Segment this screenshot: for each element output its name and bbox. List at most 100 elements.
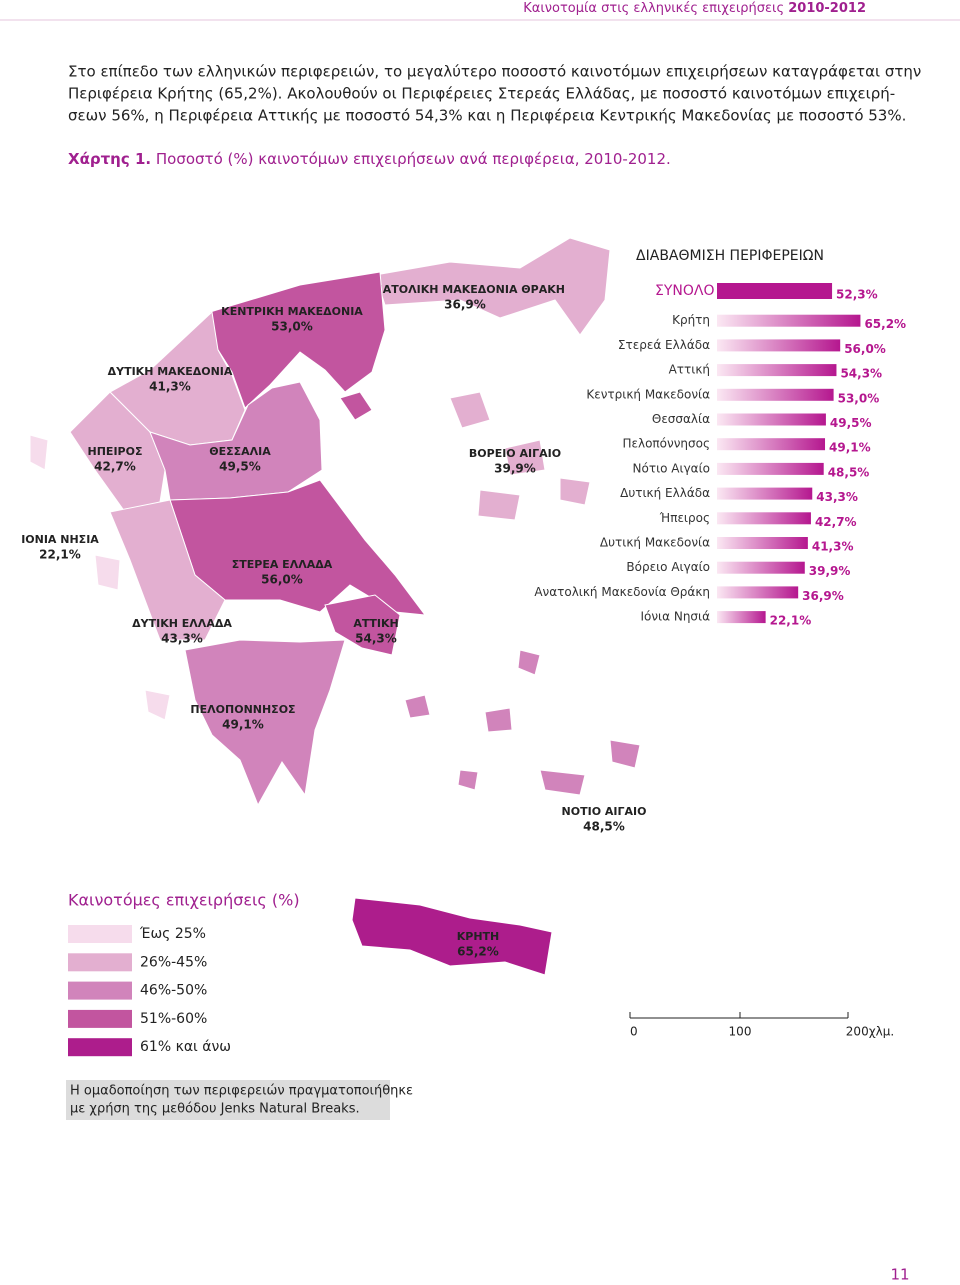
- region-name: ΙΟΝΙΑ ΝΗΣΙΑ: [21, 533, 99, 546]
- region-shape: [184, 639, 346, 807]
- region-value: 39,9%: [494, 462, 536, 476]
- category-label: Θεσσαλία: [652, 412, 710, 426]
- category-label: Ιόνια Νησιά: [640, 610, 710, 624]
- legend-label: 46%-50%: [140, 983, 207, 999]
- region-shape: [504, 439, 546, 476]
- category-label: Πελοπόννησος: [622, 437, 710, 451]
- region-value: 49,5%: [219, 460, 261, 474]
- region-shape: [144, 689, 171, 721]
- map: ΑΝΑΤΟΛΙΚΗ ΜΑΚΕΔΟΝΙΑ ΘΡΑΚΗ 36,9% ΚΕΝΤΡΙΚΗ Μ…: [21, 237, 647, 976]
- value-label: 56,0%: [844, 342, 886, 356]
- body-line: σεων 56%, η Περιφέρεια Αττικής με ποσοστ…: [68, 107, 906, 125]
- bar: [717, 586, 799, 599]
- region-shape: [324, 594, 401, 656]
- region-name: ΣΤΕΡΕΑ ΕΛΛΑΔΑ: [232, 558, 333, 571]
- value-label: 65,2%: [864, 317, 906, 331]
- region-name: ΚΕΝΤΡΙΚΗ ΜΑΚΕΔΟΝΙΑ: [221, 305, 363, 318]
- value-label: 39,9%: [809, 564, 851, 578]
- legend-swatch: [68, 953, 132, 972]
- bar: [717, 438, 826, 451]
- region-value: 43,3%: [161, 632, 203, 646]
- figure-label: Χάρτης 1.: [68, 150, 151, 168]
- bar: [717, 611, 766, 624]
- region-name: ΗΠΕΙΡΟΣ: [88, 445, 143, 458]
- region-value: 53,0%: [271, 320, 313, 334]
- region-value: 49,1%: [222, 718, 264, 732]
- region-shape: [374, 237, 611, 336]
- region-shape: [609, 739, 641, 769]
- region-shape: [559, 477, 591, 506]
- region-shape: [351, 897, 553, 976]
- value-label: 36,9%: [802, 589, 844, 603]
- region-shape: [339, 391, 373, 421]
- category-label: Δυτική Μακεδονία: [600, 536, 710, 550]
- legend: Καινοτόμες επιχειρήσεις (%) Έως 25% 26%-45…: [68, 891, 894, 1057]
- region-shape: [109, 499, 226, 641]
- category-label: Στερεά Ελλάδα: [618, 338, 710, 352]
- region-value: 22,1%: [39, 548, 81, 562]
- value-label: 53,0%: [838, 391, 880, 405]
- body-line: Στο επίπεδο των ελληνικών περιφερειών, τ…: [68, 63, 921, 81]
- bar: [717, 364, 837, 377]
- legend-swatch: [68, 925, 132, 943]
- ranking-chart: ΔΙΑΒΑΘΜΙΣΗ ΠΕΡΙΦΕΡΕΙΩΝ ΣΥΝΟΛΟ 52,3% Κρήτη 65…: [534, 248, 906, 628]
- region-shape: [517, 649, 541, 676]
- value-label: 49,5%: [830, 416, 872, 430]
- region-shape: [94, 554, 121, 591]
- scale-label: 0: [630, 1025, 638, 1039]
- region-shape: [209, 271, 386, 409]
- region-shape: [29, 434, 49, 471]
- bar: [717, 388, 834, 401]
- bar: [717, 487, 813, 500]
- bar: [717, 413, 826, 426]
- value-label: 52,3%: [836, 288, 878, 302]
- value-label: 49,1%: [829, 441, 871, 455]
- category-label: Ήπειρος: [659, 511, 710, 525]
- legend-label: Έως 25%: [139, 926, 206, 942]
- region-name: ΘΕΣΣΑΛΙΑ: [209, 445, 271, 458]
- bar: [717, 314, 861, 327]
- total-label: ΣΥΝΟΛΟ: [655, 283, 715, 299]
- value-label: 22,1%: [770, 614, 812, 628]
- region-value: 65,2%: [457, 945, 499, 959]
- note-line: Η ομαδοποίηση των περιφερειών πραγματοπο…: [70, 1084, 413, 1099]
- category-label: Νότιο Αιγαίο: [633, 461, 710, 475]
- category-label: Αττική: [669, 363, 710, 377]
- region-shape: [69, 391, 166, 513]
- region-shape: [477, 489, 521, 521]
- legend-swatch: [68, 1038, 132, 1057]
- region-name: ΒΟΡΕΙΟ ΑΙΓΑΙΟ: [469, 447, 561, 460]
- bar: [717, 512, 811, 525]
- category-label: Δυτική Ελλάδα: [620, 486, 710, 500]
- page-number: 11: [890, 1266, 909, 1284]
- scale-label: 100: [729, 1025, 752, 1039]
- figure-caption: Χάρτης 1. Ποσοστό (%) καινοτόμων επιχειρ…: [68, 150, 671, 168]
- region-value: 54,3%: [355, 632, 397, 646]
- legend-label: 26%-45%: [140, 954, 207, 970]
- region-name: ΝΟΤΙΟ ΑΙΓΑΙΟ: [562, 805, 647, 818]
- category-label: Βόρειο Αιγαίο: [626, 560, 710, 574]
- figure-title: Ποσοστό (%) καινοτόμων επιχειρήσεων ανά …: [156, 150, 671, 168]
- category-label: Κεντρική Μακεδονία: [586, 387, 710, 401]
- value-label: 41,3%: [812, 540, 854, 554]
- value-label: 42,7%: [815, 515, 857, 529]
- region-value: 56,0%: [261, 573, 303, 587]
- region-shape: [484, 707, 513, 733]
- category-label: Ανατολική Μακεδονία Θράκη: [534, 585, 710, 599]
- region-name: ΔΥΤΙΚΗ ΜΑΚΕΔΟΝΙΑ: [108, 365, 233, 378]
- region-value: 36,9%: [444, 298, 486, 312]
- region-value: 42,7%: [94, 460, 136, 474]
- header-years: 2010-2012: [788, 1, 866, 16]
- legend-label: 51%-60%: [140, 1011, 207, 1027]
- bar: [717, 339, 841, 352]
- value-label: 43,3%: [816, 490, 858, 504]
- region-shape: [457, 769, 479, 791]
- legend-swatch: [68, 1009, 132, 1028]
- bar: [717, 561, 805, 574]
- region-shape: [539, 769, 586, 796]
- region-shape: [449, 391, 491, 429]
- value-label: 48,5%: [828, 465, 870, 479]
- bar: [717, 537, 808, 549]
